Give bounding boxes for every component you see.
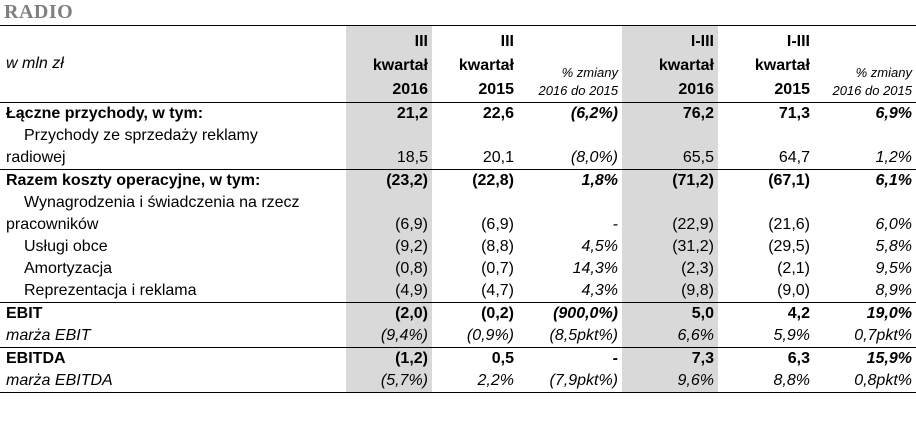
cell-value: 0,8pkt% (814, 370, 916, 393)
cell-value: 7,3 (622, 347, 718, 370)
cell-value: 18,5 (346, 125, 432, 170)
col-header-q3-2016: III kwartał 2016 (346, 25, 432, 103)
cell-value: 9,6% (622, 370, 718, 393)
row-label: Przychody ze sprzedaży reklamy radiowej (6, 127, 258, 166)
cell-value: (6,2%) (570, 105, 618, 122)
cell-value: 14,3% (572, 260, 618, 277)
cell-value: (8,0%) (570, 149, 618, 166)
cell-value: 5,9% (773, 327, 810, 344)
table-row-ebitda: EBITDA (1,2) 0,5 - 7,3 6,3 15,9% (0, 347, 916, 370)
col-header-ytd-2015: I-III kwartał 2015 (718, 25, 814, 103)
cell-value: 5,0 (622, 302, 718, 325)
cell-value: (1,2) (346, 347, 432, 370)
cell-value: (6,9) (481, 216, 514, 233)
cell-value: (67,1) (718, 169, 814, 192)
row-label: marża EBITDA (0, 370, 346, 393)
cell-value: - (518, 347, 622, 370)
row-label: Wynagrodzenia i świadczenia na rzecz prac… (6, 194, 300, 233)
table-row-ad-revenue: Przychody ze sprzedaży reklamy radiowej 1… (0, 125, 916, 170)
cell-value: (2,0) (346, 302, 432, 325)
cell-value: 19,0% (814, 302, 916, 325)
cell-value: 4,5% (581, 238, 618, 255)
cell-value: (71,2) (622, 169, 718, 192)
table-row-external-services: Usługi obce (9,2) (8,8) 4,5% (31,2) (29,… (0, 236, 916, 258)
cell-value: 0,7pkt% (854, 327, 912, 344)
cell-value: 8,8% (718, 370, 814, 393)
cell-value: 6,3 (718, 347, 814, 370)
cell-value: (22,8) (432, 169, 518, 192)
cell-value: (900,0%) (518, 302, 622, 325)
cell-value: (31,2) (622, 236, 718, 258)
cell-value: 4,3% (581, 282, 618, 299)
cell-value: (8,5pkt%) (549, 327, 618, 344)
cell-value: (4,7) (481, 282, 514, 299)
cell-value: 20,1 (482, 149, 514, 166)
cell-value: 21,2 (346, 102, 432, 125)
cell-value: (21,6) (768, 216, 810, 233)
row-label: Reprezentacja i reklama (24, 282, 197, 299)
cell-value: (23,2) (346, 169, 432, 192)
cell-value: 6,9% (875, 105, 912, 122)
cell-value: 1,2% (875, 149, 912, 166)
table-row-ebit: EBIT (2,0) (0,2) (900,0%) 5,0 4,2 19,0% (0, 302, 916, 325)
cell-value: 15,9% (814, 347, 916, 370)
cell-value: 6,1% (814, 169, 916, 192)
cell-value: (0,2) (432, 302, 518, 325)
cell-value: (9,4%) (346, 325, 432, 348)
cell-value: (9,0) (777, 282, 810, 299)
col-header-q3-2015: III kwartał 2015 (432, 25, 518, 103)
cell-value: 22,6 (482, 105, 514, 122)
cell-value: (4,9) (346, 280, 432, 303)
table-row-total-revenue: Łączne przychody, w tym: 21,2 22,6 (6,2%… (0, 102, 916, 125)
financial-table: w mln zł III kwartał 2016 III kwartał 2015 %… (0, 25, 916, 393)
row-label: EBIT (0, 302, 346, 325)
cell-value: 64,7 (778, 149, 810, 166)
cell-value: 6,0% (875, 216, 912, 233)
cell-value: (8,8) (481, 238, 514, 255)
cell-value: (9,8) (622, 280, 718, 303)
cell-value: (6,9) (346, 192, 432, 236)
col-header-change-q3: % zmiany 2016 do 2015 (518, 25, 622, 103)
cell-value: 65,5 (622, 125, 718, 170)
cell-value: (9,2) (346, 236, 432, 258)
cell-value: (0,8) (346, 258, 432, 280)
cell-value: (29,5) (768, 238, 810, 255)
cell-value: 1,8% (518, 169, 622, 192)
row-label: Łączne przychody, w tym: (6, 105, 204, 122)
cell-value: 2,2% (432, 370, 518, 393)
cell-value: (22,9) (622, 192, 718, 236)
row-label: Razem koszty operacyjne, w tym: (0, 169, 346, 192)
row-label: Usługi obce (24, 238, 108, 255)
table-row-ebit-margin: marża EBIT (9,4%) (0,9%) (8,5pkt%) 6,6% … (0, 325, 916, 348)
col-header-ytd-2016: I-III kwartał 2016 (622, 25, 718, 103)
cell-value: (2,3) (622, 258, 718, 280)
cell-value: 9,5% (875, 260, 912, 277)
cell-value: 5,8% (875, 238, 912, 255)
row-label: Amortyzacja (24, 260, 113, 277)
cell-value: 0,5 (432, 347, 518, 370)
cell-value: (0,7) (481, 260, 514, 277)
cell-value: 6,6% (622, 325, 718, 348)
table-row-representation: Reprezentacja i reklama (4,9) (4,7) 4,3%… (0, 280, 916, 303)
cell-value: 8,9% (875, 282, 912, 299)
cell-value: - (612, 216, 618, 233)
cell-value: (0,9%) (466, 327, 514, 344)
cell-value: (7,9pkt%) (518, 370, 622, 393)
section-title: RADIO (4, 1, 74, 23)
cell-value: 71,3 (778, 105, 810, 122)
unit-label: w mln zł (0, 25, 346, 103)
table-row-total-costs: Razem koszty operacyjne, w tym: (23,2) (… (0, 169, 916, 192)
row-label: marża EBIT (6, 327, 91, 344)
col-header-change-ytd: % zmiany 2016 do 2015 (814, 25, 916, 103)
cell-value: (2,1) (777, 260, 810, 277)
header-row: w mln zł III kwartał 2016 III kwartał 2015 %… (0, 25, 916, 103)
cell-value: 76,2 (622, 102, 718, 125)
row-label: EBITDA (0, 347, 346, 370)
cell-value: (5,7%) (346, 370, 432, 393)
table-row-salaries: Wynagrodzenia i świadczenia na rzecz prac… (0, 192, 916, 236)
table-row-depreciation: Amortyzacja (0,8) (0,7) 14,3% (2,3) (2,1… (0, 258, 916, 280)
table-row-ebitda-margin: marża EBITDA (5,7%) 2,2% (7,9pkt%) 9,6% … (0, 370, 916, 393)
cell-value: 4,2 (718, 302, 814, 325)
